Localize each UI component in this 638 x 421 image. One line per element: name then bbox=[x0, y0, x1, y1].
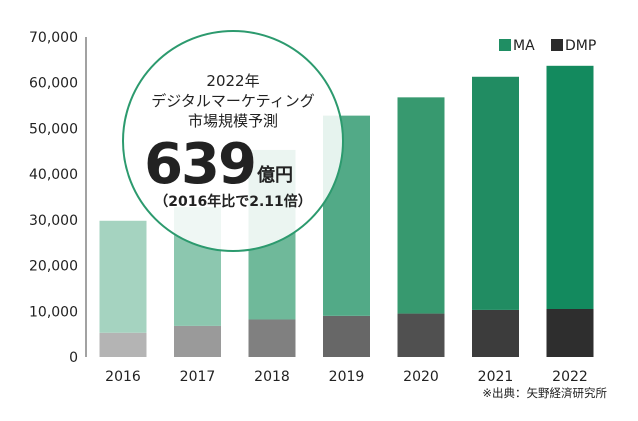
bar-dmp-2016 bbox=[99, 332, 147, 357]
y-tick-label: 60,000 bbox=[29, 76, 78, 92]
bar-dmp-2018 bbox=[248, 319, 296, 357]
x-tick-label: 2016 bbox=[105, 369, 141, 385]
x-tick-label: 2020 bbox=[403, 369, 439, 385]
callout-value: 639 bbox=[144, 132, 255, 197]
callout-label-1: デジタルマーケティング bbox=[151, 92, 315, 110]
legend-label-dmp: DMP bbox=[565, 38, 596, 54]
y-tick-label: 10,000 bbox=[29, 304, 78, 320]
bar-ma-2016 bbox=[99, 220, 147, 333]
legend-swatch-dmp bbox=[551, 39, 563, 51]
callout-year: 2022年 bbox=[206, 72, 259, 90]
y-tick-label: 40,000 bbox=[29, 167, 78, 183]
x-tick-label: 2017 bbox=[180, 369, 216, 385]
y-tick-label: 20,000 bbox=[29, 259, 78, 275]
legend: MA DMP bbox=[499, 38, 596, 54]
bar-dmp-2020 bbox=[397, 313, 445, 357]
y-tick-label: 0 bbox=[69, 350, 78, 366]
legend-label-ma: MA bbox=[513, 38, 535, 54]
y-tick-label: 50,000 bbox=[29, 121, 78, 137]
bar-dmp-2021 bbox=[472, 309, 519, 357]
bar-dmp-2019 bbox=[323, 315, 370, 357]
y-axis: 0 10,000 20,000 30,000 40,000 50,000 60,000 70,… bbox=[29, 30, 87, 366]
y-tick-label: 30,000 bbox=[29, 213, 78, 229]
callout-unit: 億円 bbox=[257, 164, 293, 186]
x-tick-label: 2022 bbox=[552, 369, 588, 385]
bar-ma-2020 bbox=[397, 97, 445, 314]
source-note: ※出典：矢野経済研究所 bbox=[482, 386, 607, 400]
bar-ma-2022 bbox=[546, 65, 594, 309]
x-tick-label: 2018 bbox=[254, 369, 290, 385]
bar-dmp-2022 bbox=[546, 309, 594, 357]
x-tick-label: 2019 bbox=[329, 369, 365, 385]
y-tick-label: 70,000 bbox=[29, 30, 78, 46]
callout-note: （2016年比で2.11倍） bbox=[154, 193, 312, 210]
x-tick-label: 2021 bbox=[478, 369, 514, 385]
x-axis: 2016 2017 2018 2019 2020 2021 2022 bbox=[105, 369, 588, 385]
callout-circle bbox=[122, 30, 344, 252]
bar-ma-2021 bbox=[472, 76, 519, 310]
bar-dmp-2017 bbox=[174, 325, 221, 357]
callout: 2022年 デジタルマーケティング 市場規模予測 639 億円 （2016年比で… bbox=[122, 30, 344, 252]
legend-swatch-ma bbox=[499, 39, 511, 51]
callout-label-2: 市場規模予測 bbox=[188, 112, 278, 130]
